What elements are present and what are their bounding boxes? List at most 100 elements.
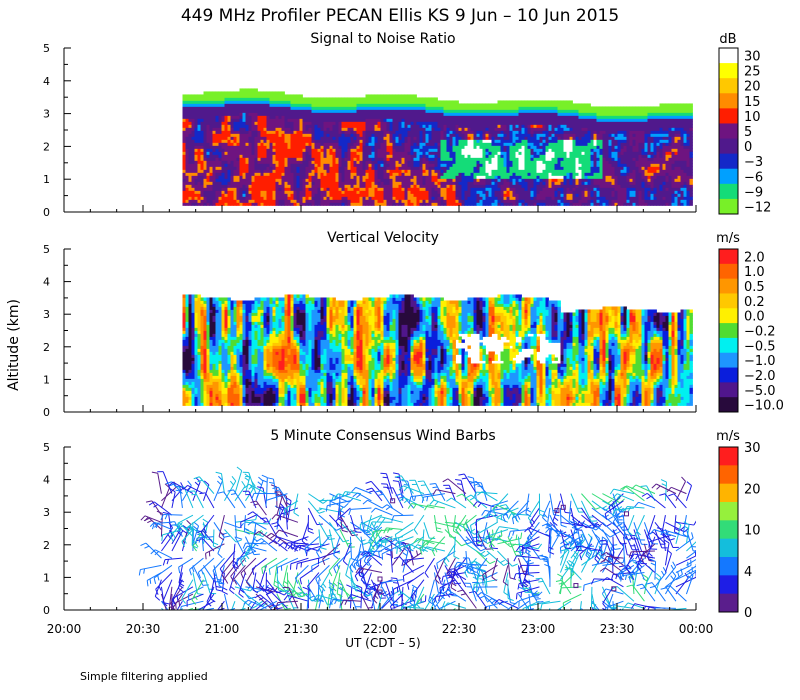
heatmap-cell — [323, 112, 327, 116]
heatmap-cell — [455, 136, 459, 140]
heatmap-cell — [182, 157, 186, 161]
heatmap-cell — [245, 184, 249, 188]
heatmap-cell — [545, 136, 549, 140]
heatmap-cell — [578, 163, 582, 167]
heatmap-cell — [479, 166, 483, 170]
heatmap-cell — [422, 154, 426, 158]
heatmap-cell — [308, 124, 312, 128]
heatmap-cell — [242, 151, 246, 155]
heatmap-cell — [365, 202, 369, 206]
heatmap-cell — [563, 184, 567, 188]
heatmap-cell — [509, 109, 513, 113]
heatmap-cell — [230, 175, 234, 179]
heatmap-cell — [452, 160, 456, 164]
heatmap-cell — [572, 166, 576, 170]
heatmap-cell — [212, 148, 216, 152]
heatmap-cell — [305, 142, 309, 146]
heatmap-cell — [542, 193, 546, 197]
heatmap-cell — [329, 202, 333, 206]
heatmap-cell — [296, 127, 300, 131]
heatmap-cell — [524, 196, 528, 200]
heatmap-cell — [551, 106, 555, 110]
heatmap-cell — [335, 160, 339, 164]
heatmap-cell — [407, 190, 411, 194]
heatmap-cell — [395, 106, 399, 110]
heatmap-cell — [383, 196, 387, 200]
heatmap-cell — [494, 190, 498, 194]
heatmap-cell — [389, 142, 393, 146]
heatmap-cell — [518, 118, 522, 122]
heatmap-cell — [359, 160, 363, 164]
heatmap-cell — [314, 109, 318, 113]
heatmap-cell — [185, 127, 189, 131]
heatmap-cell — [275, 103, 279, 107]
heatmap-cell — [512, 136, 516, 140]
heatmap-cell — [515, 166, 519, 170]
heatmap-cell — [536, 187, 540, 191]
heatmap-cell — [521, 142, 525, 146]
heatmap-cell — [281, 148, 285, 152]
heatmap-cell — [428, 112, 432, 116]
heatmap-cell — [512, 142, 516, 146]
heatmap-cell — [401, 175, 405, 179]
heatmap-cell — [560, 109, 564, 113]
heatmap-cell — [563, 151, 567, 155]
heatmap-cell — [446, 148, 450, 152]
heatmap-cell — [296, 142, 300, 146]
heatmap-cell — [197, 193, 201, 197]
heatmap-cell — [209, 106, 213, 110]
heatmap-cell — [188, 103, 192, 107]
heatmap-cell — [446, 178, 450, 182]
heatmap-cell — [527, 184, 531, 188]
heatmap-cell — [398, 106, 402, 110]
heatmap-cell — [383, 103, 387, 107]
heatmap-cell — [518, 202, 522, 206]
heatmap-cell — [314, 148, 318, 152]
heatmap-cell — [353, 127, 357, 131]
heatmap-cell — [197, 145, 201, 149]
heatmap-cell — [209, 187, 213, 191]
heatmap-cell — [494, 181, 498, 185]
heatmap-cell — [308, 157, 312, 161]
heatmap-cell — [308, 163, 312, 167]
heatmap-cell — [359, 112, 363, 116]
heatmap-cell — [299, 202, 303, 206]
heatmap-cell — [590, 157, 594, 161]
heatmap-cell — [515, 190, 519, 194]
heatmap-cell — [467, 163, 471, 167]
heatmap-cell — [527, 133, 531, 137]
heatmap-cell — [290, 106, 294, 110]
heatmap-cell — [233, 199, 237, 203]
heatmap-cell — [392, 175, 396, 179]
heatmap-cell — [224, 193, 228, 197]
heatmap-cell — [449, 151, 453, 155]
heatmap-cell — [449, 202, 453, 206]
heatmap-cell — [245, 124, 249, 128]
heatmap-cell — [293, 148, 297, 152]
heatmap-cell — [332, 97, 336, 101]
heatmap-cell — [584, 127, 588, 131]
heatmap-cell — [497, 160, 501, 164]
heatmap-cell — [290, 139, 294, 143]
heatmap-cell — [503, 145, 507, 149]
heatmap-cell — [554, 190, 558, 194]
heatmap-cell — [206, 124, 210, 128]
heatmap-cell — [524, 157, 528, 161]
heatmap-cell — [398, 178, 402, 182]
heatmap-cell — [284, 172, 288, 176]
heatmap-cell — [464, 109, 468, 113]
heatmap-cell — [377, 196, 381, 200]
heatmap-cell — [524, 100, 528, 104]
heatmap-cell — [308, 193, 312, 197]
heatmap-cell — [311, 130, 315, 134]
heatmap-cell — [401, 172, 405, 176]
heatmap-cell — [410, 178, 414, 182]
heatmap-cell — [200, 184, 204, 188]
heatmap-cell — [464, 115, 468, 119]
heatmap-cell — [593, 163, 597, 167]
heatmap-cell — [437, 169, 441, 173]
heatmap-cell — [461, 124, 465, 128]
heatmap-cell — [311, 97, 315, 101]
heatmap-cell — [548, 103, 552, 107]
heatmap-cell — [212, 136, 216, 140]
